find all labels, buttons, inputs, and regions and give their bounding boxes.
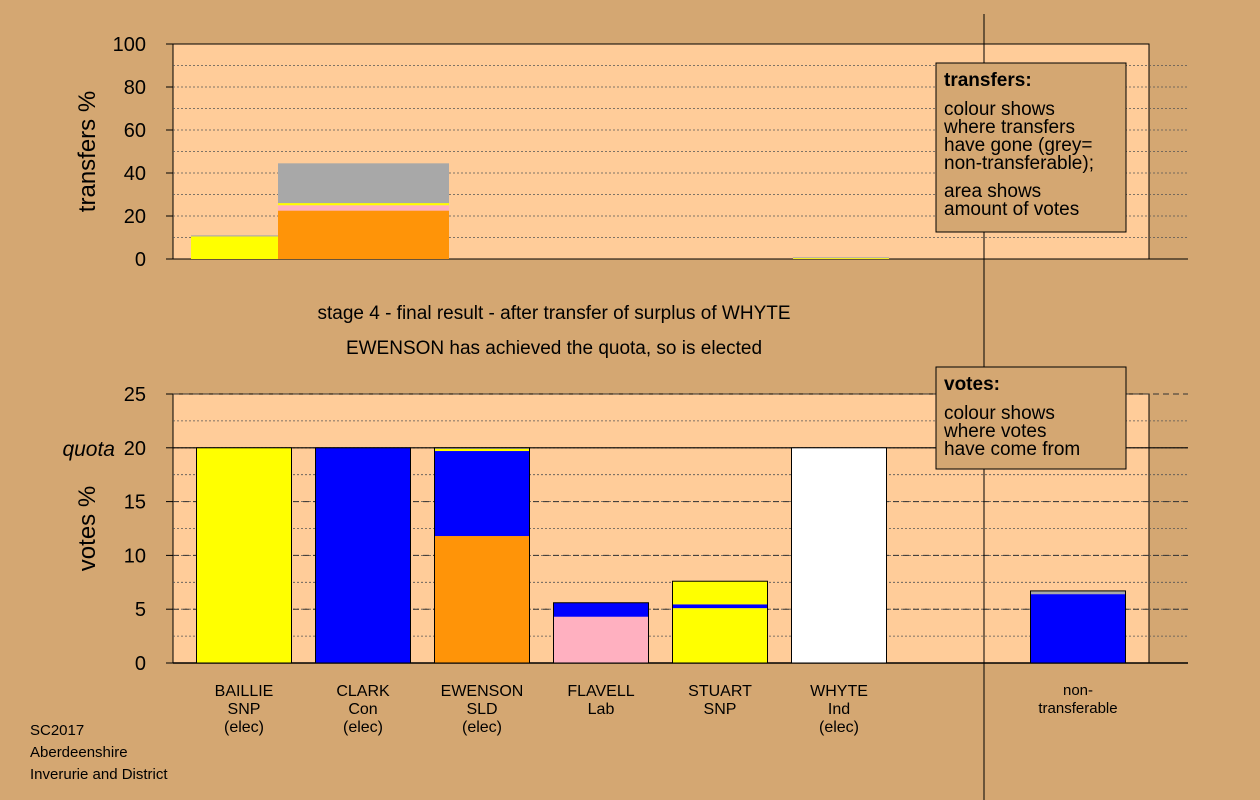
vote-bar-outline-ewenson: [434, 447, 530, 664]
transfers-ytick-label: 0: [135, 249, 146, 271]
transfers-legend-text: non-transferable);: [944, 153, 1094, 174]
vote-bar-segment-stuart: [672, 604, 768, 609]
vote-bar-outline-non-transferable: [1030, 590, 1126, 664]
transfers-legend-text: amount of votes: [944, 199, 1079, 220]
transfers-legend-title: transfers:: [944, 70, 1032, 91]
vote-bar-segment-baillie: [196, 447, 292, 663]
vote-bar-segment-flavell: [553, 602, 649, 617]
transfers-legend-text: have gone (grey=: [944, 135, 1092, 156]
vote-bar-outline-stuart: [672, 580, 768, 664]
votes-ytick-label: 25: [124, 384, 146, 406]
vote-bar-outline-baillie: [196, 447, 292, 664]
votes-ytick-label: 0: [135, 653, 146, 675]
footer-line: Inverurie and District: [30, 766, 168, 783]
candidate-party-label: SNP: [704, 701, 737, 718]
candidate-name-label: BAILLIE: [215, 683, 274, 700]
transfer-bar-segment-whyte: [793, 257, 889, 259]
candidate-party-label: transferable: [1038, 700, 1117, 717]
vote-bar-segment-ewenson: [434, 448, 530, 452]
footer-line: SC2017: [30, 722, 84, 739]
footer-line: Aberdeenshire: [30, 744, 128, 761]
quota-label: quota: [62, 438, 115, 461]
vote-bar-segment-clark: [315, 447, 411, 663]
vote-bar-outline-clark: [315, 447, 411, 664]
vote-bar-segment-non-transferable: [1030, 594, 1126, 663]
votes-legend-box: [935, 366, 1127, 470]
vote-bar-segment-stuart: [672, 581, 768, 605]
vote-bar-segment-ewenson: [434, 447, 530, 449]
votes-ytick-label: 10: [124, 545, 146, 567]
votes-legend-title: votes:: [944, 374, 1000, 395]
vote-bar-segment-whyte: [791, 447, 887, 663]
transfer-bar-segment-baillie: [191, 236, 298, 259]
transfers-ytick-label: 40: [124, 163, 146, 185]
votes-legend-text: colour shows: [944, 403, 1055, 424]
candidate-party-label: Lab: [588, 701, 615, 718]
transfer-bar-segment-ewenson: [278, 203, 449, 206]
votes-ylabel: votes %: [74, 486, 101, 571]
vote-bar-outline-flavell: [553, 602, 649, 664]
vote-bar-segment-ewenson: [434, 536, 530, 663]
votes-ytick-label: 20: [124, 438, 146, 460]
transfers-legend-text: area shows: [944, 181, 1041, 202]
transfer-bar-segment-whyte: [793, 258, 889, 259]
candidate-name-label: non-: [1063, 682, 1093, 699]
transfers-ytick-label: 80: [124, 77, 146, 99]
candidate-party-label: SLD: [466, 701, 497, 718]
candidate-name-label: STUART: [688, 683, 752, 700]
transfers-ytick-label: 60: [124, 120, 146, 142]
candidate-status-label: (elec): [819, 719, 859, 736]
transfer-bar-segment-baillie: [191, 235, 298, 237]
transfer-bar-segment-ewenson: [278, 205, 449, 211]
vote-bar-segment-stuart: [672, 608, 768, 663]
vote-bar-segment-flavell: [553, 616, 649, 663]
candidate-name-label: EWENSON: [441, 683, 524, 700]
candidate-status-label: (elec): [462, 719, 502, 736]
votes-legend-text: where votes: [943, 421, 1046, 442]
candidate-party-label: SNP: [228, 701, 261, 718]
transfer-bar-segment-ewenson: [278, 163, 449, 204]
transfers-ytick-label: 100: [113, 34, 146, 56]
vote-bar-outline-whyte: [791, 447, 887, 664]
transfers-ylabel: transfers %: [74, 91, 101, 212]
stage-title: stage 4 - final result - after transfer …: [317, 303, 790, 324]
candidate-name-label: WHYTE: [810, 683, 868, 700]
candidate-party-label: Con: [348, 701, 377, 718]
candidate-status-label: (elec): [343, 719, 383, 736]
vote-bar-segment-ewenson: [434, 451, 530, 537]
votes-ytick-label: 15: [124, 492, 146, 514]
transfers-legend-text: colour shows: [944, 99, 1055, 120]
candidate-name-label: FLAVELL: [567, 683, 634, 700]
votes-ytick-label: 5: [135, 599, 146, 621]
transfers-legend-text: where transfers: [943, 117, 1075, 138]
candidate-status-label: (elec): [224, 719, 264, 736]
transfers-legend-box: [935, 62, 1127, 233]
votes-legend-text: have come from: [944, 439, 1080, 460]
vote-bar-segment-non-transferable: [1030, 590, 1126, 595]
status-text: EWENSON has achieved the quota, so is el…: [346, 338, 762, 359]
transfer-bar-segment-ewenson: [278, 210, 449, 259]
candidate-party-label: Ind: [828, 701, 850, 718]
transfers-ytick-label: 20: [124, 206, 146, 228]
candidate-name-label: CLARK: [336, 683, 390, 700]
